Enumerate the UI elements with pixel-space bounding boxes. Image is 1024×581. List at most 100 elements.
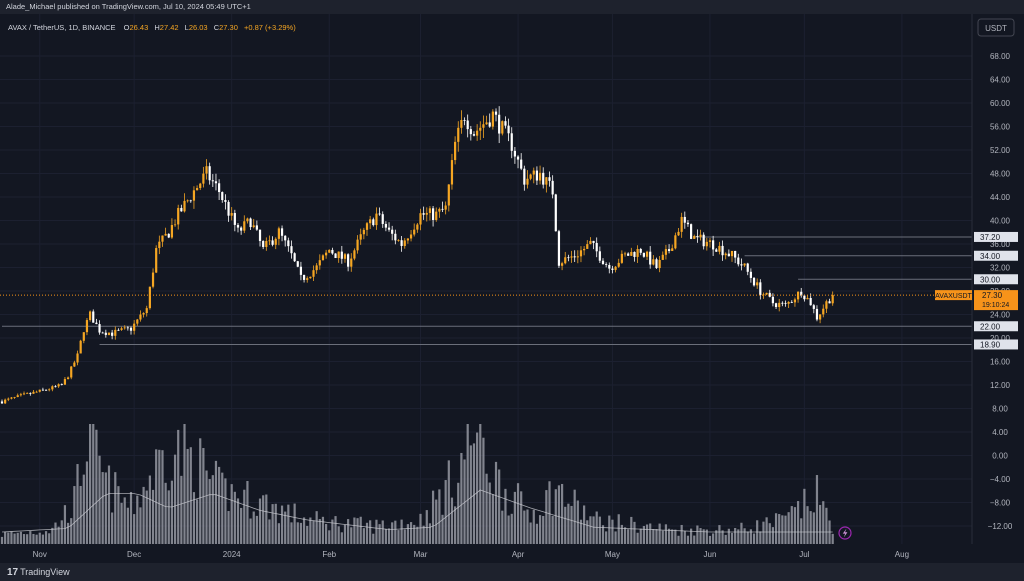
volume-bar [460, 452, 463, 544]
volume-bar [476, 432, 479, 544]
volume-bar [705, 529, 708, 544]
volume-bar [491, 494, 494, 544]
candle-body [246, 218, 249, 222]
candle-body [101, 332, 104, 334]
candle-body [214, 181, 218, 184]
candle-body [148, 286, 151, 309]
volume-bar [809, 511, 812, 544]
volume-bar [387, 528, 391, 544]
volume-bar [781, 515, 784, 544]
volume-bar [617, 514, 620, 544]
candle-body [136, 319, 139, 324]
candle-body [513, 150, 516, 157]
candle-body [233, 213, 236, 225]
time-tick-label: May [605, 550, 620, 559]
volume-bar [145, 490, 148, 544]
candle-body [557, 231, 561, 266]
volume-bar [353, 517, 356, 544]
volume-bar [57, 526, 60, 544]
volume-bar [22, 534, 26, 544]
candle-body [586, 244, 589, 249]
volume-bar [95, 429, 98, 544]
volume-bar [195, 499, 199, 544]
volume-bar [114, 472, 117, 544]
candle-body [781, 302, 784, 304]
volume-bar [526, 509, 529, 544]
volume-bar [702, 529, 705, 544]
candle-body [737, 257, 740, 265]
volume-bar [642, 525, 646, 544]
candle-body [340, 251, 343, 259]
lightning-icon[interactable] [838, 526, 852, 540]
candle-body [438, 208, 441, 212]
chart-frame[interactable]: 68.00 64.00 60.00 56.00 52.00 48.00 44.00 40.00… [0, 14, 1024, 564]
level-tag-label: 22.00 [980, 322, 1001, 331]
candle-body [494, 111, 498, 115]
candle-body [85, 320, 89, 333]
volume-bar [790, 506, 793, 544]
candle-body [457, 127, 460, 142]
volume-bar [686, 535, 690, 544]
candle-body [202, 173, 205, 184]
candle-body [111, 332, 114, 336]
legend-symbol: AVAX / TetherUS, 1D, BINANCE [8, 23, 116, 32]
volume-bar [724, 534, 727, 544]
candle-body [501, 121, 504, 134]
candle-body [639, 248, 642, 253]
volume-bar [586, 520, 589, 544]
candlestick-chart[interactable]: 68.00 64.00 60.00 56.00 52.00 48.00 44.00 40.00… [0, 14, 1024, 564]
volume-bar [554, 489, 557, 544]
time-axis[interactable]: Nov Dec 2024 Feb Mar Apr May Jun Jul Aug [33, 550, 909, 559]
candle-body [712, 240, 715, 250]
volume-bar [765, 517, 768, 544]
candle-body [752, 277, 756, 286]
volume-bar [567, 503, 570, 544]
volume-bar [819, 504, 822, 544]
volume-bar [164, 482, 167, 544]
volume-bar [796, 501, 800, 544]
candle-body [630, 252, 633, 256]
volume-bar [375, 519, 378, 544]
candle-body [66, 377, 70, 380]
volume-bar [438, 489, 441, 544]
volume-bar [627, 529, 630, 544]
volume-bar [372, 533, 375, 544]
candle-body [784, 302, 787, 304]
volume-bar [472, 443, 476, 544]
candle-body [230, 213, 233, 216]
price-axis[interactable]: 68.00 64.00 60.00 56.00 52.00 48.00 44.00 40.00… [988, 52, 1013, 531]
volume-bar [312, 520, 315, 544]
volume-bar [277, 523, 281, 544]
volume-bar [406, 524, 410, 544]
currency-label[interactable]: USDT [985, 24, 1007, 33]
candle-body [296, 261, 299, 267]
volume-bar [51, 527, 54, 544]
tradingview-logo[interactable]: 17 TradingView [7, 567, 70, 578]
volume-bar [598, 516, 601, 544]
candle-body [825, 301, 828, 309]
volume-bar [715, 530, 718, 544]
time-tick-label: Apr [512, 550, 525, 559]
currency-button[interactable]: USDT [977, 18, 1015, 37]
time-axis-bg [0, 544, 1024, 564]
time-tick-label: Jul [799, 550, 809, 559]
volume-bar [822, 501, 825, 544]
candle-body [331, 249, 334, 254]
candle-body [428, 208, 432, 213]
price-tick-label: 12.00 [990, 381, 1011, 390]
candle-body [22, 393, 26, 395]
candle-body [431, 208, 435, 220]
price-tick-label: 4.00 [992, 428, 1008, 437]
volume-bar [419, 513, 422, 544]
candle-body [76, 353, 79, 363]
candle-body [356, 239, 359, 251]
volume-bar [394, 520, 397, 544]
legend-close: 27.30 [219, 23, 238, 32]
volume-bar [655, 529, 658, 544]
legend-change: +0.87 (+3.29%) [244, 23, 296, 32]
volume-bar [271, 504, 274, 544]
candle-body [38, 389, 41, 392]
candle-body [554, 194, 557, 232]
candle-body [689, 224, 693, 239]
volume-bar [532, 509, 535, 544]
